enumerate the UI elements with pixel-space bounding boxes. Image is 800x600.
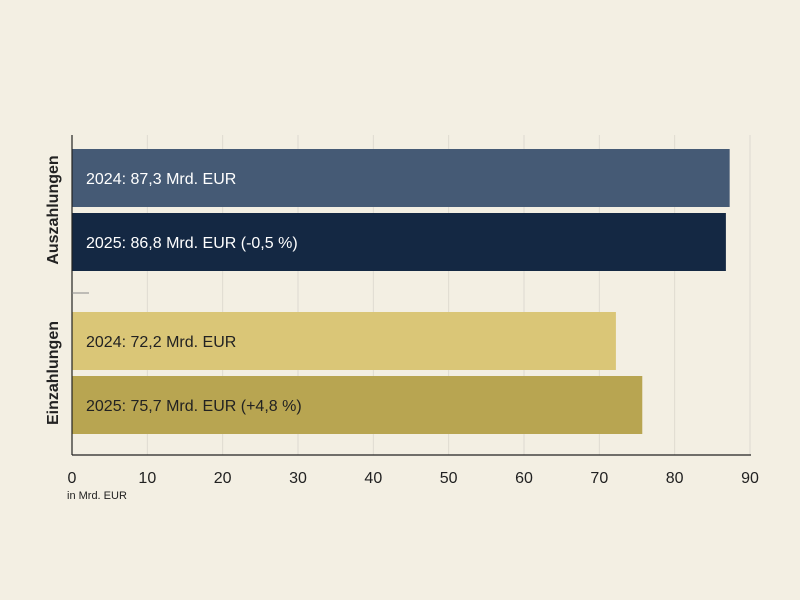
bar (72, 213, 726, 271)
x-tick-label: 10 (138, 470, 156, 487)
x-tick-label: 30 (289, 470, 307, 487)
bar (72, 312, 616, 370)
x-tick-label: 20 (214, 470, 232, 487)
axes: 0 10 20 30 40 50 60 70 80 90 Auszahlungen Einzahlun… (45, 135, 759, 487)
x-tick-label: 50 (440, 470, 458, 487)
bar (72, 376, 643, 434)
x-tick-label: 60 (515, 470, 533, 487)
bar (72, 149, 730, 207)
x-tick-label: 90 (741, 470, 759, 487)
x-tick-label: 80 (666, 470, 684, 487)
bars: 2024: 87,3 Mrd. EUR 2025: 86,8 Mrd. EUR (… (72, 149, 730, 434)
x-tick-label: 0 (68, 470, 77, 487)
x-tick-label: 40 (364, 470, 382, 487)
bar-data-label: 2025: 86,8 Mrd. EUR (-0,5 %) (86, 235, 298, 252)
bar-data-label: 2024: 72,2 Mrd. EUR (86, 334, 236, 351)
y-category-label: Einzahlungen (45, 321, 62, 425)
y-category-label: Auszahlungen (45, 155, 62, 264)
x-tick-label: 70 (590, 470, 608, 487)
x-axis-unit-label: in Mrd. EUR (67, 490, 127, 502)
bar-data-label: 2024: 87,3 Mrd. EUR (86, 171, 236, 188)
bar-data-label: 2025: 75,7 Mrd. EUR (+4,8 %) (86, 398, 302, 415)
